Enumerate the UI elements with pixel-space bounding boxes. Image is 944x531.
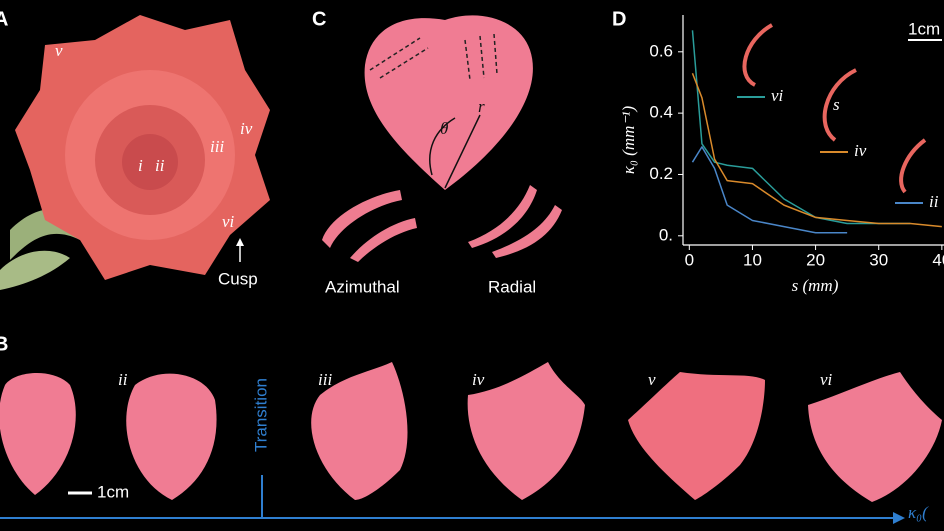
x-tick-label: 20 xyxy=(806,250,825,269)
x-tick-label: 0 xyxy=(685,250,694,269)
y-tick-label: 0. xyxy=(659,225,673,244)
radial-strip xyxy=(492,205,562,258)
radial-strip xyxy=(468,185,537,248)
kappa-label: κ₀( xyxy=(908,503,929,522)
petal xyxy=(628,372,765,500)
azimuthal-strip xyxy=(350,218,417,262)
y-axis-label: κ₀ (mm⁻¹) xyxy=(619,106,638,175)
legend-label: ii xyxy=(929,192,939,211)
rose-label: iv xyxy=(240,119,253,138)
petal xyxy=(467,362,585,500)
rose-label: v xyxy=(55,41,63,60)
azimuthal-label: Azimuthal xyxy=(325,277,400,296)
panel-letter: A xyxy=(0,8,8,30)
line xyxy=(691,72,942,228)
cut-lines xyxy=(369,33,498,81)
rose-label: ii xyxy=(155,156,165,175)
legend-label: iv xyxy=(854,141,867,160)
petal xyxy=(364,15,533,190)
rose-label: vi xyxy=(222,212,235,231)
theta-label: θ xyxy=(440,119,448,138)
petal xyxy=(126,373,217,500)
petal-label: ii xyxy=(118,370,128,389)
kappa-arrowhead xyxy=(893,512,905,524)
line xyxy=(691,146,848,234)
r-label: r xyxy=(478,97,485,116)
inset-strip xyxy=(822,68,857,142)
x-tick-label: 30 xyxy=(869,250,888,269)
cusp-label: Cusp xyxy=(218,269,258,288)
panel-letter: B xyxy=(0,333,8,355)
x-tick-label: 10 xyxy=(743,250,762,269)
inset-s-label: s xyxy=(833,95,840,114)
petal xyxy=(311,362,408,500)
rose xyxy=(0,15,270,290)
petal xyxy=(808,372,942,502)
panel-letter: C xyxy=(312,8,326,30)
rose-label: i xyxy=(138,156,143,175)
y-tick-label: 0.2 xyxy=(649,164,673,183)
x-tick-label: 40 xyxy=(932,250,944,269)
petal xyxy=(0,373,76,495)
petal-label: v xyxy=(648,370,656,389)
transition-label: Transition xyxy=(251,378,270,452)
cusp-arrowhead xyxy=(236,238,244,246)
petal-label: iv xyxy=(472,370,485,389)
rose-label: iii xyxy=(210,137,224,156)
inset-strip xyxy=(742,23,774,87)
azimuthal-strip xyxy=(322,190,402,248)
inset-strip xyxy=(899,138,927,194)
inset-scale-label: 1cm xyxy=(908,19,940,38)
y-tick-label: 0.4 xyxy=(649,103,673,122)
legend-label: vi xyxy=(771,86,784,105)
line xyxy=(691,30,911,225)
panel-letter: D xyxy=(612,8,626,30)
x-axis-label: s (mm) xyxy=(792,276,839,295)
radial-label: Radial xyxy=(488,277,536,296)
theta-arrow xyxy=(429,117,456,176)
r-arrow xyxy=(444,114,481,189)
petal-label: iii xyxy=(318,370,332,389)
y-tick-label: 0.6 xyxy=(649,41,673,60)
scale-label: 1cm xyxy=(97,482,129,501)
petal-label: vi xyxy=(820,370,833,389)
chart: 0. 0.2 0.4 0.6 0 10 20 30 40 s (mm) κ₀ (mm⁻¹) vi iv i… xyxy=(619,15,944,295)
